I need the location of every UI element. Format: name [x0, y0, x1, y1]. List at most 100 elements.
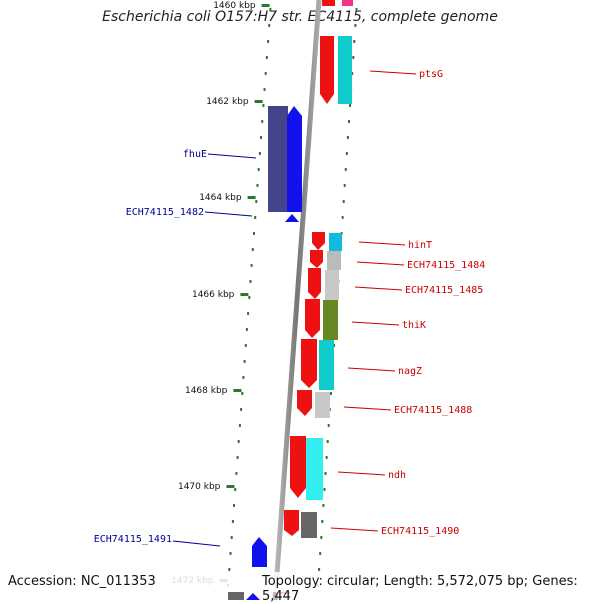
guide-dot [344, 168, 347, 171]
feature-nagZ-red[interactable] [301, 339, 317, 388]
leader-ECH74115_1484 [356, 261, 405, 266]
leader-nagZ [347, 367, 396, 372]
feature-1490-box[interactable] [301, 512, 317, 538]
guide-dot [262, 104, 265, 107]
label-nagZ[interactable]: nagZ [398, 366, 422, 377]
scale-ticks: 1460 kbp 1462 kbp 1464 kbp 1466 kbp 1468 kbp… [171, 1, 270, 586]
leader-hinT [358, 241, 406, 246]
guide-dot [234, 488, 237, 491]
guide-dot [240, 408, 243, 411]
guide-dot [264, 72, 267, 75]
tick-label: 1470 kbp [178, 482, 221, 492]
label-ECH74115_1488[interactable]: ECH74115_1488 [394, 405, 472, 416]
feature-ECH74115_1482-arrow[interactable] [287, 106, 302, 212]
guide-dot [342, 200, 345, 203]
guide-dot [269, 8, 272, 11]
label-hinT[interactable]: hinT [408, 240, 432, 251]
guide-dot [321, 520, 324, 523]
feature-1484-red[interactable] [310, 250, 323, 268]
feature-nagZ-box[interactable] [319, 340, 334, 390]
guide-dot [352, 56, 355, 59]
label-ECH74115_1485[interactable]: ECH74115_1485 [405, 285, 483, 296]
guide-dot [229, 552, 232, 555]
guide-dot [244, 344, 247, 347]
feature-1484-box[interactable] [327, 251, 341, 270]
label-ndh[interactable]: ndh [388, 470, 406, 481]
guide-dot [261, 120, 264, 123]
feature-hinT-box[interactable] [329, 233, 342, 251]
guide-dot [253, 232, 255, 235]
map-title: Escherichia coli O157:H7 str. EC4115, co… [102, 9, 498, 25]
guide-dot [254, 216, 257, 219]
feature-ptsG-box[interactable] [338, 36, 352, 104]
leader-fhuE [207, 153, 257, 159]
leader-ptsG [369, 70, 417, 75]
guide-dot [231, 520, 234, 523]
label-ECH74115_1490[interactable]: ECH74115_1490 [381, 526, 459, 537]
guide-dot [260, 136, 262, 139]
tick-label: 1464 kbp [199, 193, 242, 203]
feature-bottom-gray[interactable] [228, 592, 244, 600]
guide-dot [243, 360, 246, 363]
guide-dot [241, 392, 244, 395]
feature-small-blue[interactable] [285, 214, 299, 222]
guide-dot [345, 152, 348, 155]
guide-dot [250, 264, 253, 267]
feature-1485-red[interactable] [308, 268, 321, 299]
guide-dot [233, 504, 235, 507]
guide-dot [327, 424, 330, 427]
guide-dot [265, 56, 268, 59]
guide-dot [354, 24, 357, 27]
feature-top-magenta[interactable] [342, 0, 353, 6]
guide-dot [268, 24, 271, 27]
feature-thiK-box[interactable] [323, 300, 338, 340]
feature-ptsG-red[interactable] [322, 0, 335, 6]
tick-mark [254, 100, 263, 103]
tick-label: 1466 kbp [192, 290, 235, 300]
leader-ndh [337, 471, 386, 476]
feature-1488-box[interactable] [315, 392, 330, 418]
leader-thiK [351, 321, 400, 326]
feature-ndh-red[interactable] [290, 436, 306, 498]
guide-dot [322, 504, 325, 507]
guide-dot [323, 488, 326, 491]
guide-dot [318, 568, 321, 571]
feature-ECH74115_1491[interactable] [252, 537, 267, 567]
guide-dot [324, 472, 327, 475]
leader-ECH74115_1485 [354, 286, 403, 291]
guide-dot [238, 424, 241, 427]
label-ptsG[interactable]: ptsG [419, 69, 443, 80]
guide-dot [258, 152, 261, 155]
guide-dot [230, 536, 233, 539]
guide-dot [257, 168, 260, 171]
label-thiK[interactable]: thiK [402, 320, 426, 331]
guide-dot [267, 40, 270, 43]
feature-ptsG-arrow[interactable] [320, 36, 334, 104]
label-ECH74115_1482[interactable]: ECH74115_1482 [126, 207, 204, 218]
guide-dot [319, 552, 322, 555]
feature-thiK-red[interactable] [305, 299, 320, 338]
feature-fhuE[interactable] [268, 106, 288, 212]
feature-ndh-box[interactable] [306, 438, 323, 500]
leader-ECH74115_1488 [343, 406, 392, 411]
label-ECH74115_1484[interactable]: ECH74115_1484 [407, 260, 485, 271]
tick-mark [233, 389, 242, 392]
guide-dot [236, 456, 239, 459]
label-fhuE[interactable]: fhuE [183, 149, 207, 160]
guide-dot [351, 72, 354, 75]
leader-ECH74115_1490 [330, 527, 379, 532]
feature-1490-red[interactable] [284, 510, 299, 536]
feature-hinT-red[interactable] [312, 232, 325, 250]
feature-1485-box[interactable] [325, 270, 339, 300]
guide-dot [329, 392, 332, 395]
guide-dot [263, 88, 266, 91]
genome-backbone [272, 0, 322, 600]
guide-dot [249, 280, 252, 283]
label-ECH74115_1491[interactable]: ECH74115_1491 [94, 534, 172, 545]
feature-1488-red[interactable] [297, 390, 312, 416]
feature-bottom-blue[interactable] [246, 593, 260, 600]
guide-dot [346, 136, 349, 139]
guide-dot [247, 312, 250, 315]
guide-dot [341, 216, 344, 219]
tick-mark [226, 485, 235, 488]
